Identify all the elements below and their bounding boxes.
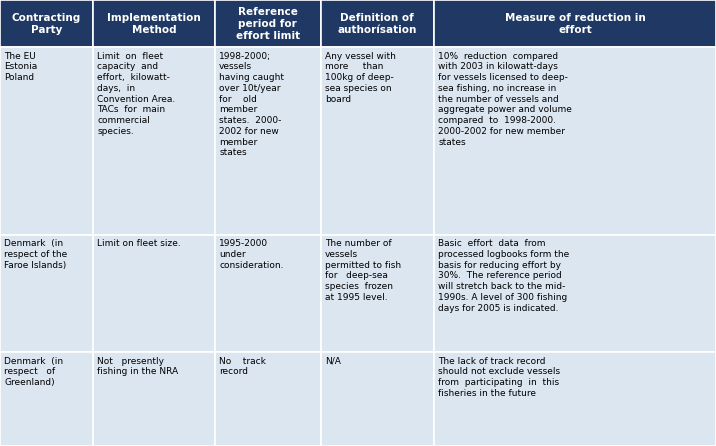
Bar [215,352,321,446]
Text: Basic  effort  data  from
processed logbooks form the
basis for reducing effort : Basic effort data from processed logbook… [438,239,569,313]
Text: No    track
record: No track record [219,357,266,376]
Bar [93,47,215,235]
Text: Limit  on  fleet
capacity  and
effort,  kilowatt-
days,  in
Convention Area.
TAC: Limit on fleet capacity and effort, kilo… [97,52,175,136]
Bar [215,0,321,47]
Bar [434,0,716,47]
Text: 1995-2000
under
consideration.: 1995-2000 under consideration. [219,239,284,269]
Text: The lack of track record
should not exclude vessels
from  participating  in  thi: The lack of track record should not excl… [438,357,561,398]
Bar [321,352,434,446]
Text: Denmark  (in
respect   of
Greenland): Denmark (in respect of Greenland) [4,357,64,387]
Text: Any vessel with
more     than
100kg of deep-
sea species on
board: Any vessel with more than 100kg of deep-… [325,52,396,103]
Bar [93,235,215,352]
Bar [0,47,93,235]
Bar [434,352,716,446]
Bar [434,47,716,235]
Text: The number of
vessels
permitted to fish
for   deep-sea
species  frozen
at 1995 l: The number of vessels permitted to fish … [325,239,401,302]
Bar [321,235,434,352]
Bar [321,47,434,235]
Bar [0,235,93,352]
Text: Not   presently
fishing in the NRA: Not presently fishing in the NRA [97,357,178,376]
Text: The EU
Estonia
Poland: The EU Estonia Poland [4,52,37,82]
Text: Reference
period for
effort limit: Reference period for effort limit [236,7,300,41]
Bar [215,47,321,235]
Text: 10%  reduction  compared
with 2003 in kilowatt-days
for vessels licensed to deep: 10% reduction compared with 2003 in kilo… [438,52,572,147]
Bar [434,235,716,352]
Text: Contracting
Party: Contracting Party [12,12,81,34]
Bar [0,0,93,47]
Text: 1998-2000;
vessels
having caught
over 10t/year
for    old
member
states.  2000-
: 1998-2000; vessels having caught over 10… [219,52,284,157]
Bar [93,352,215,446]
Text: Implementation
Method: Implementation Method [107,12,200,34]
Bar [93,0,215,47]
Bar [321,0,434,47]
Text: N/A: N/A [325,357,341,366]
Text: Measure of reduction in
effort: Measure of reduction in effort [505,12,645,34]
Text: Definition of
authorísation: Definition of authorísation [338,12,417,34]
Bar [0,352,93,446]
Text: Limit on fleet size.: Limit on fleet size. [97,239,181,248]
Bar [215,235,321,352]
Text: Denmark  (in
respect of the
Faroe Islands): Denmark (in respect of the Faroe Islands… [4,239,67,269]
